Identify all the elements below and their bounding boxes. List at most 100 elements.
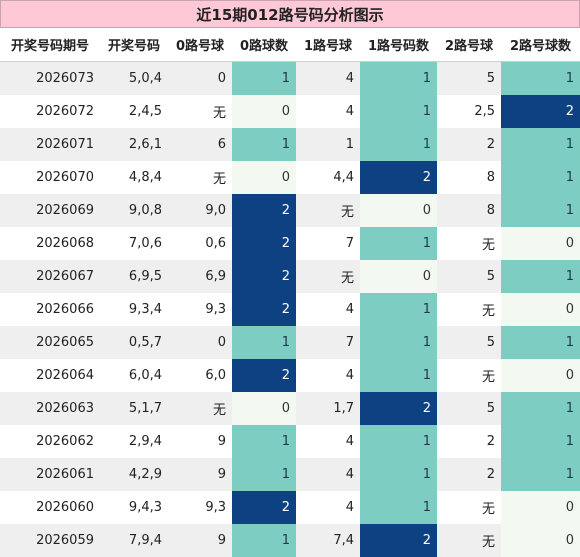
cell-route0-count: 2 — [232, 226, 296, 260]
cell-route0-count: 2 — [232, 358, 296, 392]
table-row: 2026066 9,3,4 9,3 2 4 1 无 0 — [0, 292, 580, 326]
cell-route2-count: 1 — [501, 424, 580, 458]
cell-draw-numbers: 4,8,4 — [100, 160, 168, 194]
cell-draw-numbers: 6,9,5 — [100, 259, 168, 293]
cell-issue: 2026064 — [0, 358, 100, 392]
cell-route0-balls: 6,0 — [168, 358, 232, 392]
cell-route0-balls: 9 — [168, 457, 232, 491]
cell-route1-count: 1 — [360, 94, 437, 128]
cell-draw-numbers: 7,0,6 — [100, 226, 168, 260]
cell-route1-count: 1 — [360, 226, 437, 260]
cell-route0-count: 2 — [232, 259, 296, 293]
cell-route1-balls: 1 — [296, 127, 360, 161]
cell-route0-balls: 9,3 — [168, 292, 232, 326]
cell-route1-count: 1 — [360, 424, 437, 458]
cell-route1-balls: 4 — [296, 424, 360, 458]
cell-route2-balls: 2,5 — [437, 94, 501, 128]
table-row: 2026069 9,0,8 9,0 2 无 0 8 1 — [0, 193, 580, 227]
table-row: 2026067 6,9,5 6,9 2 无 0 5 1 — [0, 259, 580, 293]
cell-route2-count: 1 — [501, 127, 580, 161]
cell-draw-numbers: 7,9,4 — [100, 523, 168, 557]
cell-route0-count: 2 — [232, 490, 296, 524]
cell-draw-numbers: 9,4,3 — [100, 490, 168, 524]
cell-route0-balls: 9 — [168, 523, 232, 557]
cell-route2-count: 1 — [501, 160, 580, 194]
cell-route1-count: 1 — [360, 490, 437, 524]
cell-issue: 2026065 — [0, 325, 100, 359]
table-row: 2026062 2,9,4 9 1 4 1 2 1 — [0, 424, 580, 458]
cell-route1-balls: 无 — [296, 259, 360, 293]
cell-route2-balls: 5 — [437, 61, 501, 95]
cell-route1-count: 1 — [360, 61, 437, 95]
cell-issue: 2026068 — [0, 226, 100, 260]
cell-route1-count: 2 — [360, 391, 437, 425]
cell-route1-balls: 4 — [296, 490, 360, 524]
header-route1-balls: 1路号球 — [296, 28, 360, 62]
cell-issue: 2026060 — [0, 490, 100, 524]
table-row: 2026060 9,4,3 9,3 2 4 1 无 0 — [0, 490, 580, 524]
zero-one-two-route-table: 开奖号码期号 开奖号码 0路号球 0路球数 1路号球 1路号码数 2路号球 2路… — [0, 28, 580, 557]
cell-route1-balls: 1,7 — [296, 391, 360, 425]
cell-route0-balls: 9 — [168, 424, 232, 458]
cell-issue: 2026061 — [0, 457, 100, 491]
cell-issue: 2026073 — [0, 61, 100, 95]
cell-route1-balls: 7,4 — [296, 523, 360, 557]
cell-route0-balls: 0,6 — [168, 226, 232, 260]
cell-route0-count: 1 — [232, 127, 296, 161]
cell-route2-balls: 2 — [437, 127, 501, 161]
cell-route0-count: 0 — [232, 94, 296, 128]
cell-route2-balls: 无 — [437, 490, 501, 524]
cell-issue: 2026071 — [0, 127, 100, 161]
table-row: 2026065 0,5,7 0 1 7 1 5 1 — [0, 325, 580, 359]
cell-route0-count: 2 — [232, 193, 296, 227]
header-route0-balls: 0路号球 — [168, 28, 232, 62]
table-row: 2026070 4,8,4 无 0 4,4 2 8 1 — [0, 160, 580, 194]
cell-route2-count: 0 — [501, 226, 580, 260]
cell-route0-count: 1 — [232, 523, 296, 557]
cell-issue: 2026062 — [0, 424, 100, 458]
table-row: 2026064 6,0,4 6,0 2 4 1 无 0 — [0, 358, 580, 392]
cell-route1-balls: 4 — [296, 358, 360, 392]
cell-route0-count: 1 — [232, 424, 296, 458]
cell-draw-numbers: 6,0,4 — [100, 358, 168, 392]
table-row: 2026071 2,6,1 6 1 1 1 2 1 — [0, 127, 580, 161]
header-issue: 开奖号码期号 — [0, 28, 100, 62]
cell-route1-count: 1 — [360, 127, 437, 161]
cell-route0-balls: 6 — [168, 127, 232, 161]
cell-draw-numbers: 9,0,8 — [100, 193, 168, 227]
cell-issue: 2026066 — [0, 292, 100, 326]
cell-route0-count: 0 — [232, 391, 296, 425]
cell-route1-balls: 4 — [296, 292, 360, 326]
cell-route2-count: 0 — [501, 358, 580, 392]
cell-draw-numbers: 2,6,1 — [100, 127, 168, 161]
cell-route1-count: 1 — [360, 325, 437, 359]
cell-route1-balls: 7 — [296, 325, 360, 359]
cell-route0-count: 2 — [232, 292, 296, 326]
table-body: 2026073 5,0,4 0 1 4 1 5 1 2026072 2,4,5 无 0 4 1 2,5 2 20… — [0, 61, 580, 557]
cell-route0-balls: 0 — [168, 325, 232, 359]
cell-draw-numbers: 2,9,4 — [100, 424, 168, 458]
cell-route0-balls: 无 — [168, 160, 232, 194]
cell-route0-balls: 无 — [168, 94, 232, 128]
cell-route0-balls: 9,0 — [168, 193, 232, 227]
cell-issue: 2026070 — [0, 160, 100, 194]
cell-issue: 2026067 — [0, 259, 100, 293]
cell-draw-numbers: 5,0,4 — [100, 61, 168, 95]
cell-route2-count: 1 — [501, 391, 580, 425]
cell-route2-balls: 8 — [437, 193, 501, 227]
cell-route2-balls: 5 — [437, 325, 501, 359]
cell-route2-count: 1 — [501, 457, 580, 491]
cell-route1-balls: 4 — [296, 94, 360, 128]
header-route1-count: 1路号码数 — [360, 28, 437, 62]
cell-route0-balls: 0 — [168, 61, 232, 95]
cell-route0-balls: 9,3 — [168, 490, 232, 524]
cell-issue: 2026072 — [0, 94, 100, 128]
table-row: 2026063 5,1,7 无 0 1,7 2 5 1 — [0, 391, 580, 425]
cell-route2-balls: 无 — [437, 292, 501, 326]
cell-route1-count: 1 — [360, 457, 437, 491]
cell-route1-balls: 7 — [296, 226, 360, 260]
cell-route2-count: 0 — [501, 292, 580, 326]
cell-route0-count: 0 — [232, 160, 296, 194]
cell-route0-balls: 无 — [168, 391, 232, 425]
cell-route1-count: 0 — [360, 193, 437, 227]
